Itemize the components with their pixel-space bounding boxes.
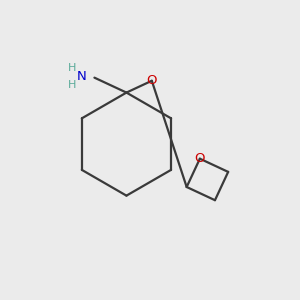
Text: O: O [195, 152, 205, 165]
Text: H: H [68, 80, 76, 90]
Text: H: H [68, 63, 76, 73]
Text: O: O [146, 74, 157, 87]
Text: N: N [76, 70, 86, 83]
